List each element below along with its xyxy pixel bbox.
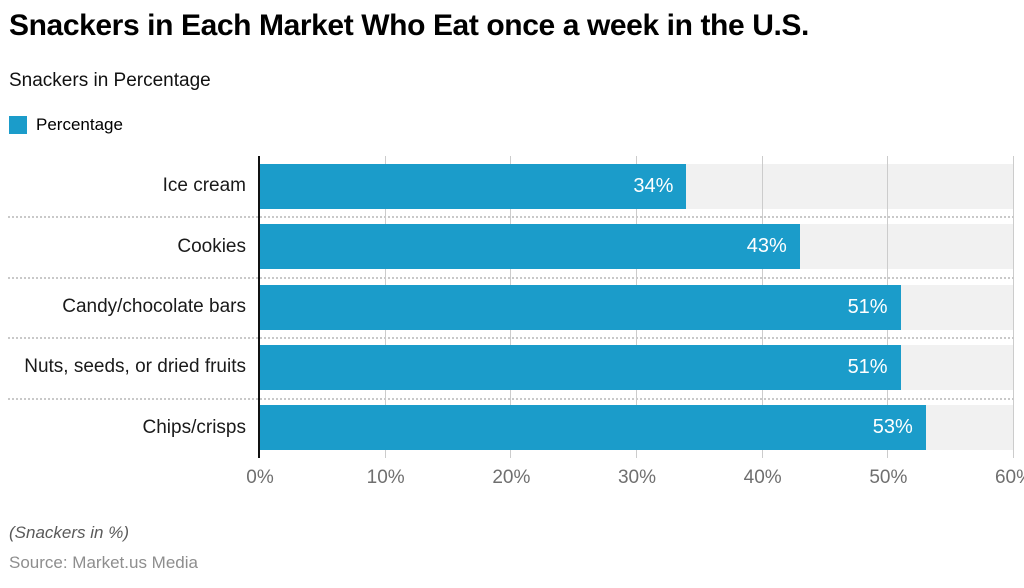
x-tick-label: 50% xyxy=(869,467,908,488)
bar-value-label: 43% xyxy=(746,235,787,258)
x-axis: 0% 10% 20% 30% 40% 50% 60% xyxy=(246,467,1024,491)
x-tick-label: 20% xyxy=(492,467,531,488)
bar: 43% xyxy=(258,224,800,270)
legend: Percentage xyxy=(9,115,1014,134)
bar: 53% xyxy=(258,405,926,451)
x-tick-label: 10% xyxy=(366,467,405,488)
legend-swatch-icon xyxy=(9,115,27,134)
bar-track: 51% xyxy=(258,344,1014,390)
category-label: Candy/chocolate bars xyxy=(62,296,246,318)
bar-value-label: 53% xyxy=(872,416,913,439)
chart-row: Candy/chocolate bars 51% xyxy=(0,277,1024,337)
x-tick-label: 0% xyxy=(246,467,274,488)
bar: 34% xyxy=(258,163,687,209)
chart-row: Nuts, seeds, or dried fruits 51% xyxy=(0,337,1024,397)
row-separator xyxy=(8,216,1014,219)
gridline xyxy=(1013,156,1014,458)
y-axis-line xyxy=(258,156,260,458)
category-label: Cookies xyxy=(177,235,246,257)
category-label: Chips/crisps xyxy=(142,416,246,438)
bar-track: 51% xyxy=(258,284,1014,330)
bar: 51% xyxy=(258,344,901,390)
category-label: Ice cream xyxy=(162,175,246,197)
x-tick-label: 30% xyxy=(617,467,657,488)
chart-footer: (Snackers in %) Source: Market.us Media xyxy=(0,523,1024,573)
chart: Ice cream 34% Cookies 43% Candy/chocolate ba… xyxy=(0,156,1024,458)
bar-value-label: 51% xyxy=(847,355,888,378)
chart-row: Chips/crisps 53% xyxy=(0,398,1024,458)
source-text: Source: Market.us Media xyxy=(9,553,198,572)
legend-label: Percentage xyxy=(36,114,123,134)
bar-value-label: 51% xyxy=(847,295,888,318)
x-tick-label: 60% xyxy=(994,467,1024,488)
x-tick-label: 40% xyxy=(743,467,782,488)
page-title: Snackers in Each Market Who Eat once a w… xyxy=(9,9,809,42)
footer-note: (Snackers in %) xyxy=(9,523,129,542)
category-label: Nuts, seeds, or dried fruits xyxy=(24,356,246,378)
row-separator xyxy=(8,276,1014,279)
bar-track: 53% xyxy=(258,405,1014,451)
row-separator xyxy=(8,337,1014,340)
bar-value-label: 34% xyxy=(633,174,674,197)
bar: 51% xyxy=(258,284,901,330)
row-separator xyxy=(8,397,1014,400)
chart-header: Snackers in Each Market Who Eat once a w… xyxy=(0,0,1024,134)
chart-subtitle: Snackers in Percentage xyxy=(9,70,211,91)
